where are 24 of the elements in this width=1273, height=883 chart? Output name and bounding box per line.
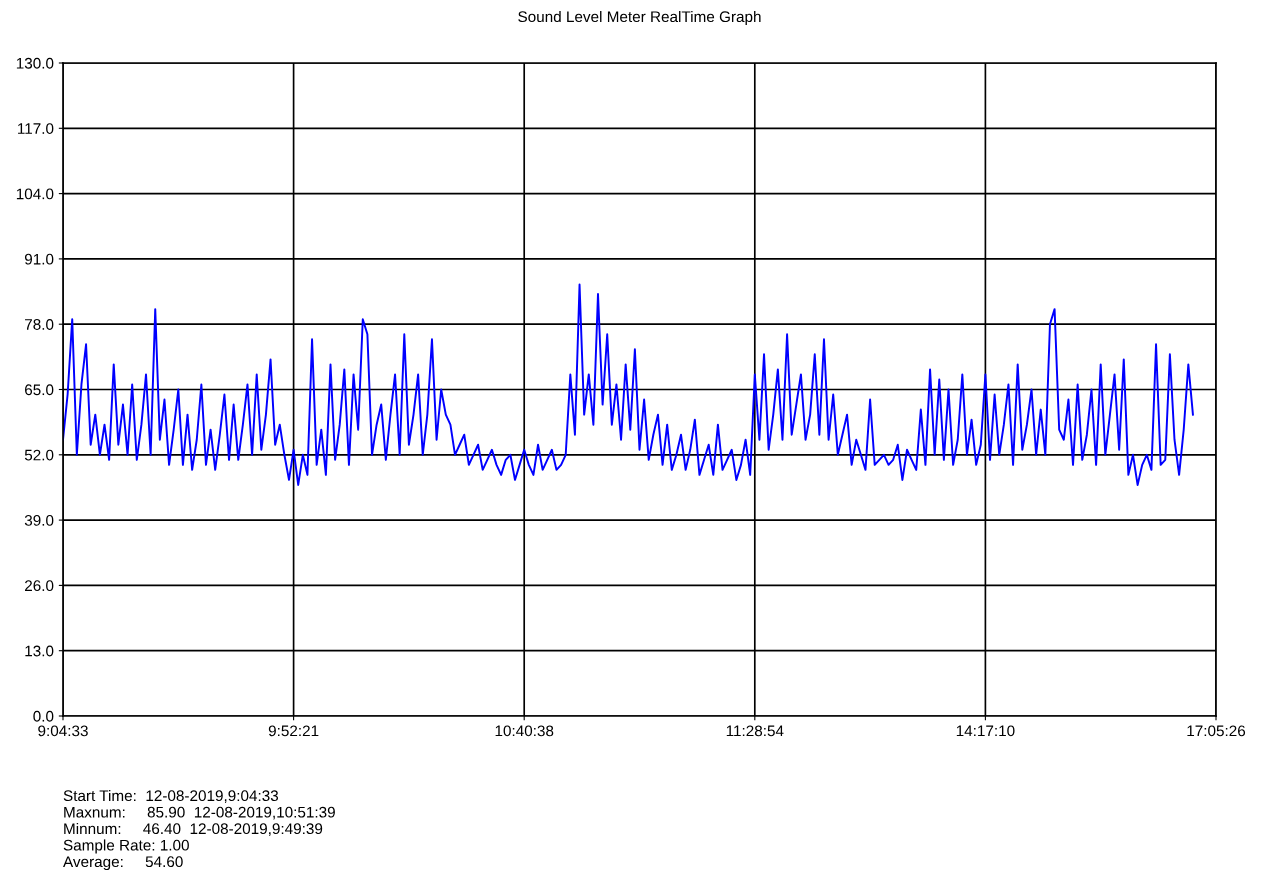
x-tick-label: 14:17:10 (956, 725, 1015, 737)
y-tick-label: 91.0 (24, 253, 54, 265)
line-series (63, 283, 1194, 486)
y-tick-label: 52.0 (24, 449, 54, 461)
text: Maxnum: 85.90 12-08-2019,10:51:39 (64, 806, 335, 820)
y-tick-label: 65.0 (25, 384, 54, 396)
text: Minnum: 46.40 12-08-2019,9:49:39 (64, 822, 323, 836)
y-tick-label: 117.0 (18, 123, 54, 134)
y-tick-label: 26.0 (25, 580, 54, 592)
text: Average: 54.60 (63, 856, 183, 871)
y-tick-label: 78.0 (25, 319, 54, 330)
x-tick-label: 11:28:54 (726, 725, 784, 737)
y-tick-label: 130.0 (16, 57, 54, 69)
chart-title: Sound Level Meter RealTime Graph (518, 10, 761, 26)
y-tick-label: 39.0 (24, 514, 54, 526)
text: Sample Rate: 1.00 (63, 839, 189, 854)
text: Start Time: 12-08-2019,9:04:33 (63, 789, 279, 803)
y-tick-label: 13.0 (25, 645, 54, 657)
x-tick-label: 9:52:21 (268, 725, 319, 737)
y-tick-label: 104.0 (16, 188, 54, 200)
x-tick-label: 9:04:33 (38, 725, 88, 737)
y-tick-label: 0.0 (33, 710, 54, 722)
x-tick-label: 17:05:26 (1187, 725, 1246, 737)
x-tick-label: 10:40:38 (495, 725, 554, 737)
